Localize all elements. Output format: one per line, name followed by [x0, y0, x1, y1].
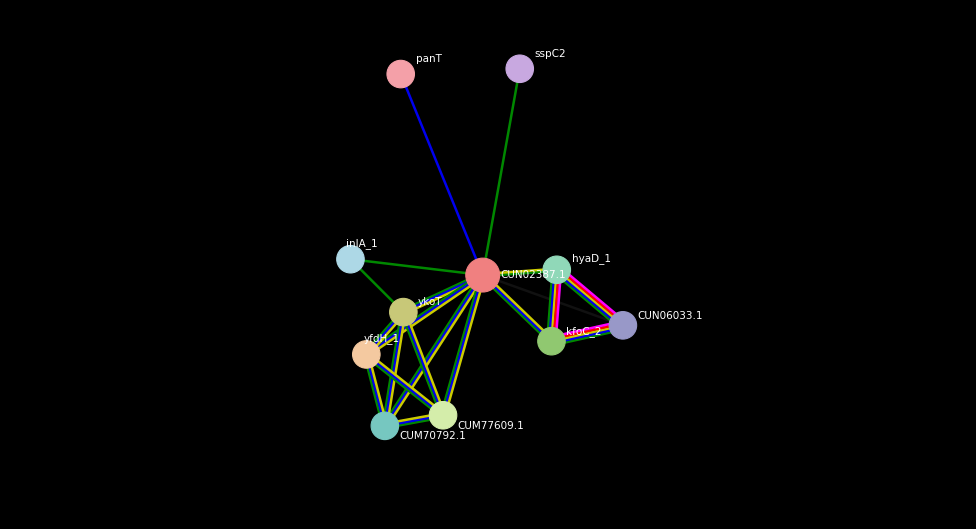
Text: panT: panT: [416, 54, 441, 64]
Text: CUN02387.1: CUN02387.1: [501, 270, 566, 280]
Text: sspC2: sspC2: [535, 49, 566, 59]
Circle shape: [609, 312, 636, 339]
Circle shape: [352, 341, 380, 368]
Text: yfdH_1: yfdH_1: [364, 333, 400, 344]
Circle shape: [506, 55, 534, 83]
Text: CUM77609.1: CUM77609.1: [458, 421, 524, 431]
Text: kfoC_2: kfoC_2: [566, 326, 602, 337]
Text: hyaD_1: hyaD_1: [572, 253, 611, 263]
Circle shape: [371, 412, 398, 440]
Circle shape: [466, 258, 500, 292]
Circle shape: [543, 256, 571, 284]
Text: CUN06033.1: CUN06033.1: [637, 311, 703, 321]
Circle shape: [337, 245, 364, 273]
Circle shape: [429, 402, 457, 429]
Circle shape: [386, 60, 415, 88]
Circle shape: [538, 327, 565, 355]
Text: inlA_1: inlA_1: [346, 238, 378, 249]
Circle shape: [389, 298, 417, 326]
Text: ykoT: ykoT: [418, 297, 443, 306]
Text: CUM70792.1: CUM70792.1: [399, 432, 467, 441]
